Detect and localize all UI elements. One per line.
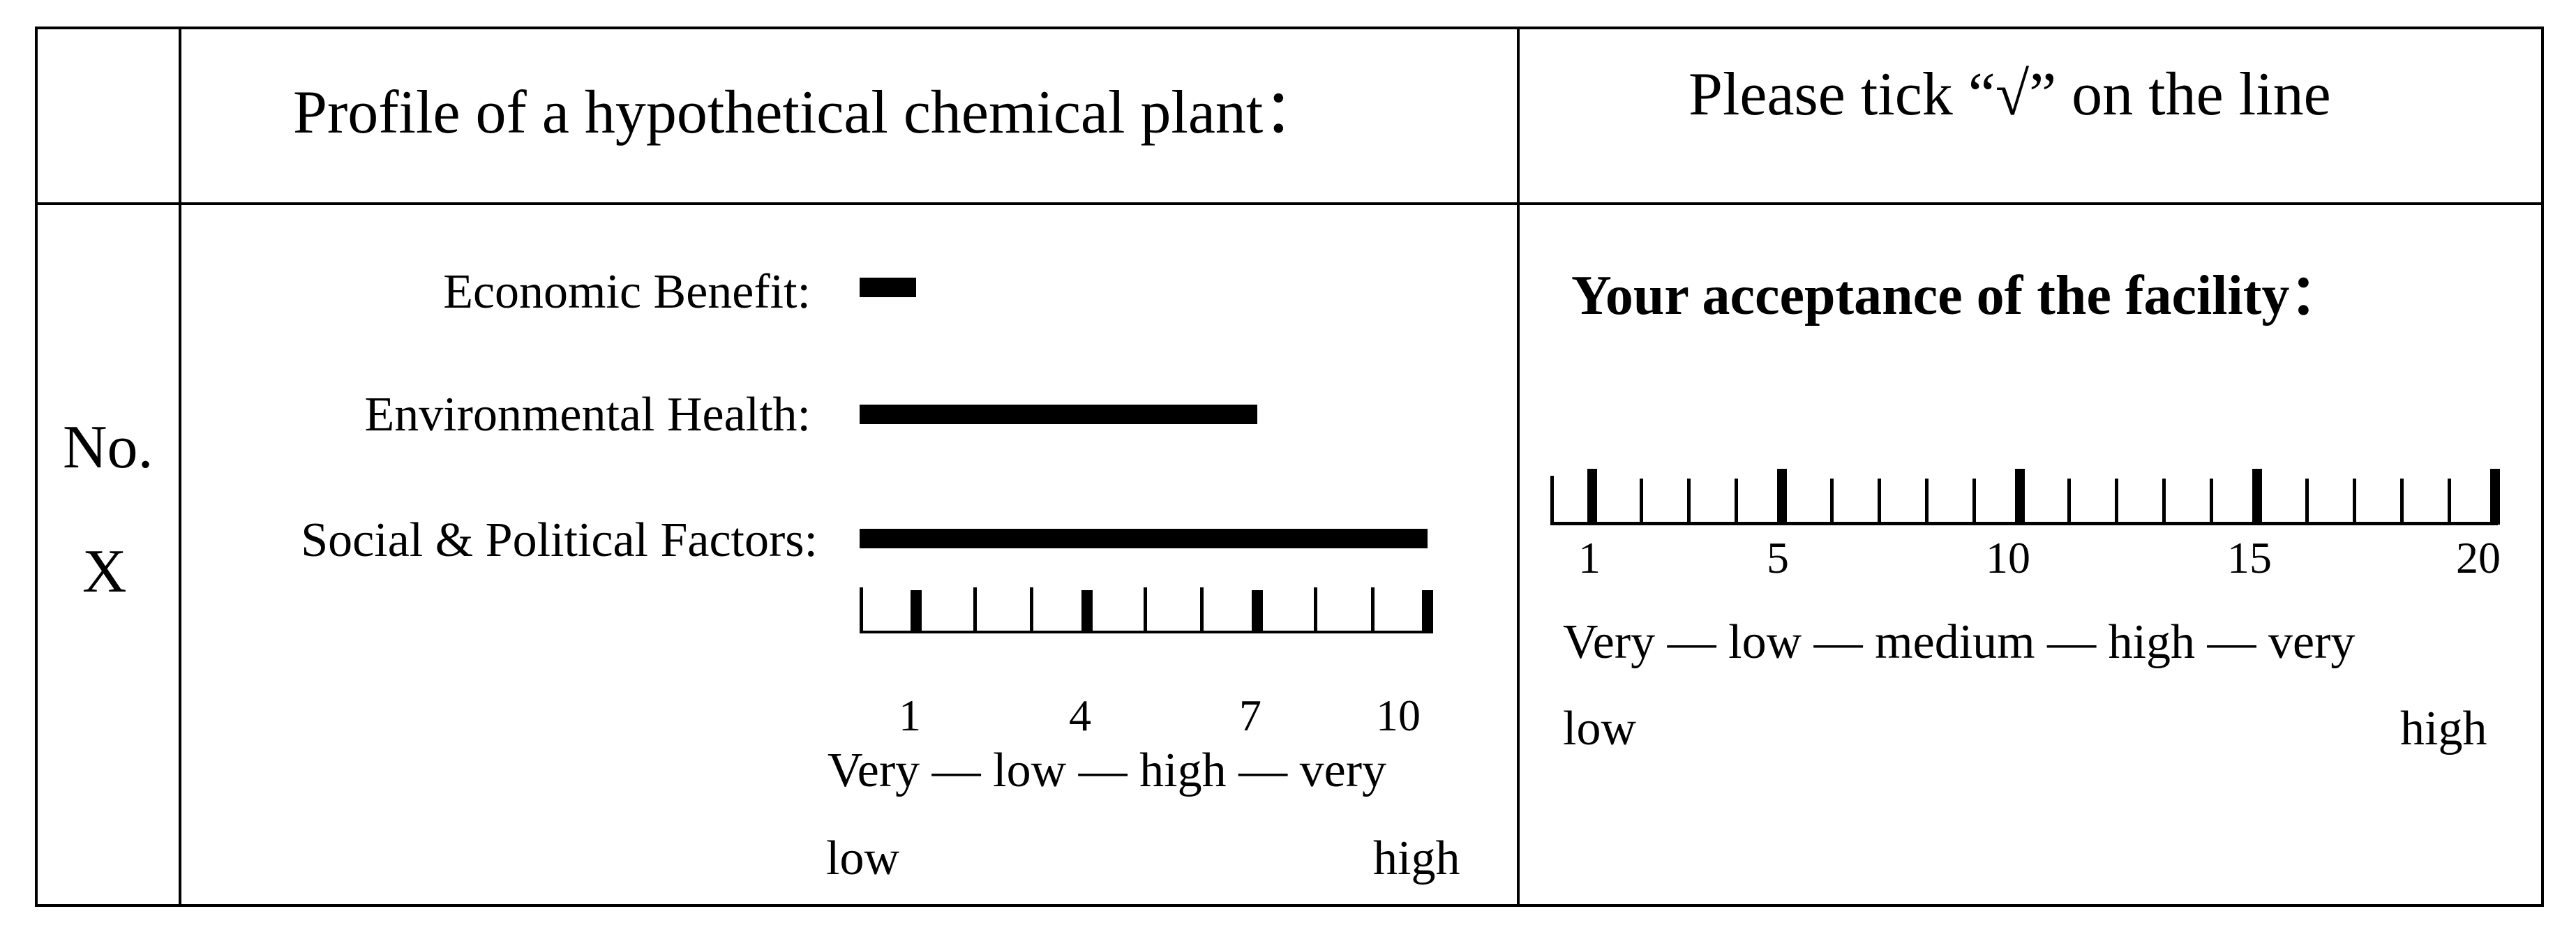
acceptance-scale-tick-4[interactable] [1735,479,1738,525]
acceptance-scale-tick-15[interactable] [2252,469,2262,525]
table-header-divider [35,202,2544,205]
bar-economic-benefit [860,278,916,297]
table-bottom-border [35,904,2544,907]
profile-scale-tick-7 [1252,590,1263,633]
acceptance-tick-label-15: 15 [2227,533,2272,582]
acceptance-scale-tick-12[interactable] [2115,479,2118,525]
acceptance-title: Your acceptance of the facility： [1571,265,2346,326]
profile-scale-tick-5 [1144,587,1147,633]
factor-label-economic-benefit: Economic Benefit: [443,265,811,319]
acceptance-scale-tick-6[interactable] [1830,479,1834,525]
acceptance-tick-label-1: 1 [1578,533,1601,582]
tick-instruction-header: Please tick “√” on the line [1688,61,2331,128]
acceptance-scale-tick-start [1550,476,1554,525]
acceptance-scale-tick-7[interactable] [1878,479,1881,525]
acceptance-scale-tick-19[interactable] [2448,479,2451,525]
profile-header: Profile of a hypothetical chemical plant… [293,79,1325,146]
factor-label-social-political: Social & Political Factors: [301,513,818,567]
profile-tick-label-7: 7 [1239,691,1261,740]
acceptance-scale-tick-10[interactable] [2015,469,2025,525]
profile-scale-low: low [826,832,899,885]
table-top-border [35,27,2544,29]
acceptance-scale-tick-8[interactable] [1925,479,1929,525]
table-right-border [2541,27,2544,907]
bar-social-political [860,529,1428,548]
profile-scale-tick-3 [1030,587,1033,633]
acceptance-tick-label-5: 5 [1767,533,1789,582]
bar-environmental-health [860,405,1257,424]
acceptance-scale-tick-18[interactable] [2400,479,2404,525]
acceptance-scale-tick-20[interactable] [2490,469,2500,525]
table-col-divider-1 [179,27,181,907]
acceptance-scale-tick-13[interactable] [2162,479,2166,525]
acceptance-tick-label-10: 10 [1986,533,2030,582]
acceptance-scale-high: high [2400,702,2487,756]
acceptance-scale-tick-17[interactable] [2353,479,2356,525]
profile-scale-tick-2 [973,587,977,633]
profile-tick-label-10: 10 [1376,691,1421,740]
profile-scale-tick-6 [1200,587,1204,633]
profile-tick-label-1: 1 [899,691,921,740]
profile-scale-words: Very — low — high — very [828,744,1387,797]
profile-scale-tick-10 [1422,590,1433,633]
profile-scale-tick-8 [1314,587,1317,633]
table-left-border [35,27,38,907]
profile-scale-high: high [1373,832,1460,885]
profile-scale-tick-0 [860,587,863,633]
acceptance-scale-tick-14[interactable] [2210,479,2213,525]
profile-tick-label-4: 4 [1069,691,1091,740]
acceptance-scale-tick-9[interactable] [1972,479,1976,525]
acceptance-scale-words: Very — low — medium — high — very [1563,615,2356,669]
acceptance-scale-tick-1[interactable] [1587,469,1597,525]
row-number-label: No. [63,414,153,481]
row-number-value: X [82,538,127,606]
acceptance-scale-tick-3[interactable] [1687,479,1691,525]
profile-scale-tick-4 [1081,590,1093,633]
table-col-divider-2 [1517,27,1520,907]
acceptance-scale-tick-5[interactable] [1777,469,1787,525]
profile-scale-tick-1 [911,590,922,633]
factor-label-environmental-health: Environmental Health: [364,388,811,442]
acceptance-scale-low: low [1563,702,1636,756]
profile-scale-tick-9 [1371,587,1375,633]
acceptance-scale-tick-2[interactable] [1640,479,1643,525]
acceptance-tick-label-20: 20 [2456,533,2501,582]
acceptance-scale-tick-11[interactable] [2067,479,2071,525]
acceptance-scale-tick-16[interactable] [2305,479,2309,525]
